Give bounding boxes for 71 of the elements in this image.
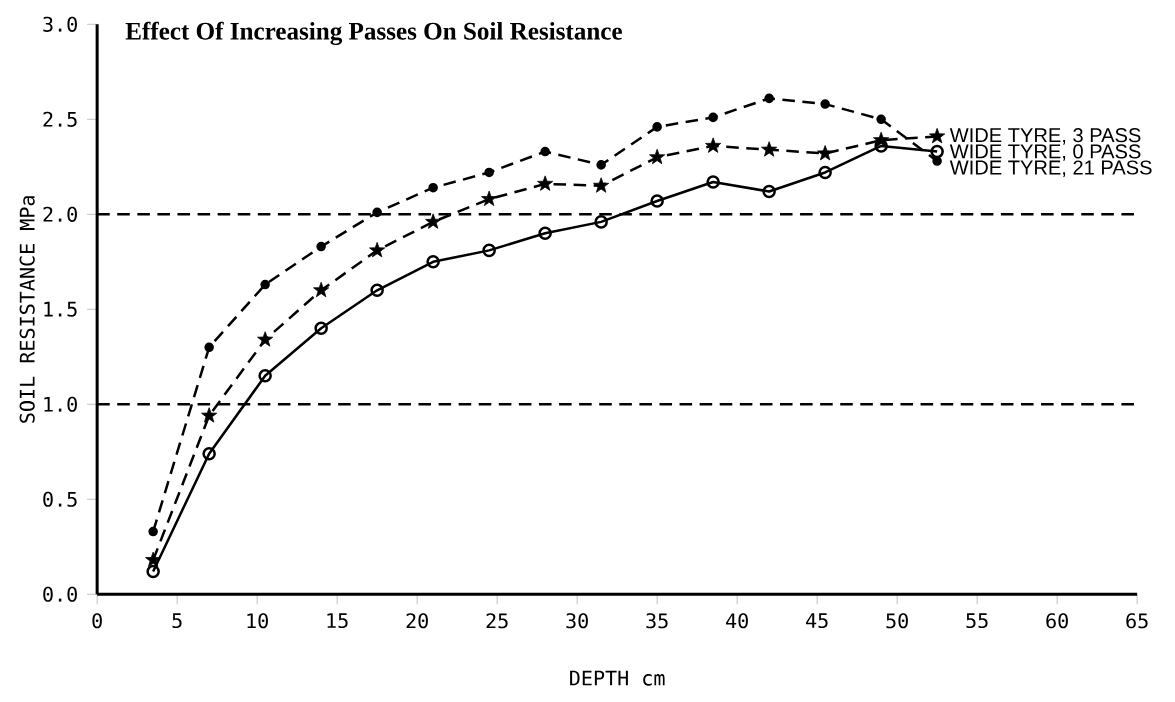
point [593, 177, 610, 193]
point [594, 215, 608, 229]
point [762, 184, 776, 199]
x-tick-label: 35 [646, 613, 668, 629]
x-tick-label: 20 [406, 613, 428, 629]
point [932, 156, 942, 166]
series-label: WIDE TYRE, 0 PASS [949, 144, 1141, 161]
y-tick-label: 0.5 [43, 491, 77, 507]
chart-title: Effect Of Increasing Passes On Soil Resistance [125, 21, 622, 45]
x-tick-label: 15 [327, 613, 348, 629]
point [372, 207, 382, 218]
point [650, 194, 664, 208]
y-tick-label: 2.0 [43, 206, 77, 222]
y-tick-label: 3.0 [43, 16, 77, 32]
point [540, 146, 550, 157]
point [202, 446, 216, 461]
point [426, 254, 440, 269]
point [874, 139, 888, 153]
y-tick-label: 1.0 [44, 396, 77, 412]
point [148, 526, 158, 537]
point [705, 137, 722, 153]
point [929, 127, 946, 144]
point [481, 190, 498, 206]
point [257, 331, 274, 347]
point [370, 283, 384, 298]
y-tick-label: 0.0 [43, 586, 77, 602]
x-tick-label: 25 [486, 613, 508, 629]
point [537, 175, 554, 191]
point [820, 99, 830, 109]
x-tick-label: 30 [566, 613, 588, 629]
y-tick-label: 2.5 [43, 111, 77, 127]
point [818, 165, 832, 180]
y-tick-label: 1.5 [44, 301, 77, 317]
point [482, 243, 496, 258]
series-label: WIDE TYRE, 21 PASS [949, 160, 1152, 177]
point [204, 342, 214, 352]
x-tick-label: 5 [172, 613, 182, 629]
point [817, 145, 834, 161]
point [876, 114, 886, 124]
point [145, 551, 162, 567]
series-label: WIDE TYRE, 3 PASS [949, 128, 1141, 145]
point [258, 368, 272, 383]
point [201, 407, 218, 423]
x-tick-label: 50 [886, 613, 908, 629]
x-axis-title: DEPTH cm [570, 670, 665, 686]
point [764, 93, 774, 104]
point [369, 241, 386, 258]
x-tick-label: 65 [1126, 613, 1148, 629]
x-tick-label: 55 [966, 613, 988, 629]
point [761, 141, 778, 157]
x-tick-label: 0 [92, 613, 102, 629]
x-tick-label: 60 [1046, 613, 1068, 629]
point [930, 144, 944, 159]
point [484, 167, 494, 178]
point [146, 564, 160, 579]
point [316, 241, 326, 252]
point [708, 112, 718, 123]
point [538, 226, 552, 241]
y-axis-title: SOIL RESISTANCE MPa [19, 196, 35, 423]
point [260, 279, 270, 290]
point [313, 281, 330, 298]
point [649, 148, 666, 165]
point [706, 175, 720, 189]
point [425, 213, 442, 229]
point [596, 160, 606, 170]
point [652, 122, 662, 132]
x-tick-label: 10 [247, 613, 268, 629]
x-tick-label: 45 [806, 613, 828, 629]
point [314, 321, 328, 336]
x-tick-label: 40 [726, 613, 748, 629]
point [428, 182, 438, 193]
